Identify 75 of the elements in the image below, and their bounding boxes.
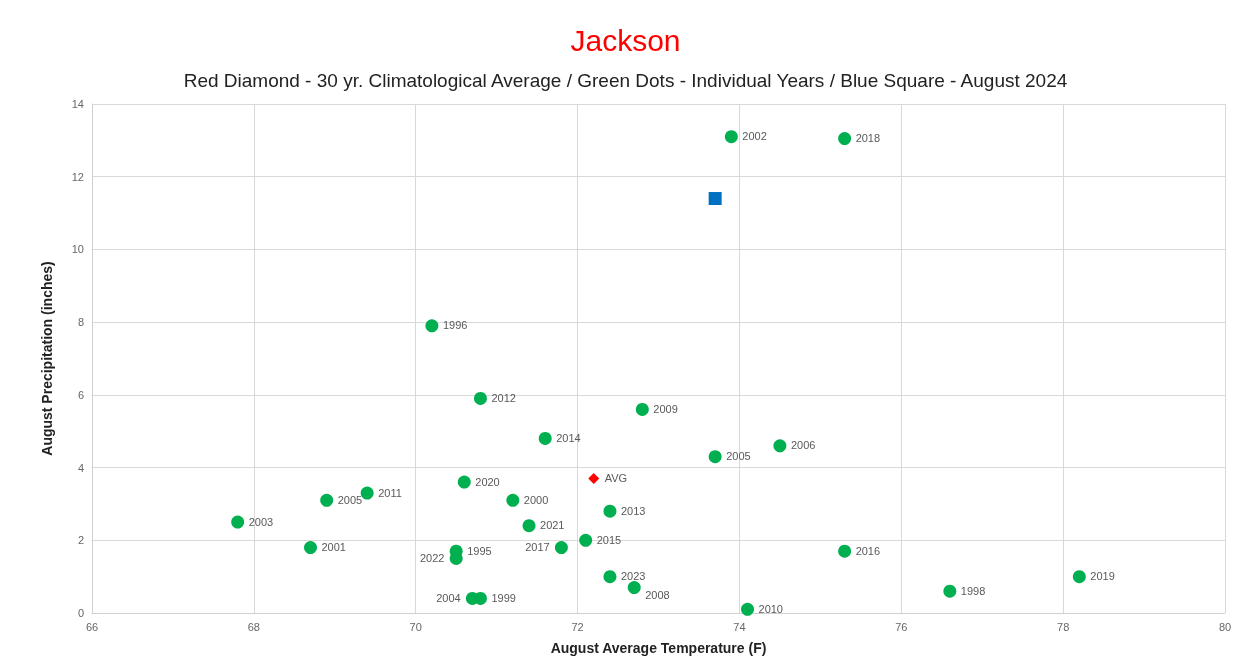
point [708, 192, 722, 206]
point [635, 402, 649, 416]
point [838, 132, 852, 146]
annotation: 2002 [742, 130, 767, 143]
point [588, 472, 600, 484]
x-tick-label: 66 [85, 620, 99, 633]
annotation: 1995 [467, 544, 492, 557]
point [627, 581, 641, 595]
x-tick-label: 78 [1057, 620, 1070, 633]
annotation: 1998 [960, 584, 986, 597]
y-tick-label: 2 [77, 534, 84, 547]
annotation: 2011 [378, 486, 402, 499]
annotation: 2022 [419, 551, 445, 564]
y-tick-label: 4 [77, 461, 84, 474]
y-tick-label: 12 [71, 170, 84, 183]
annotation: 2023 [620, 570, 646, 583]
point [603, 570, 617, 584]
x-tick-label: 68 [247, 620, 260, 633]
annotation: 2010 [758, 602, 784, 615]
point [708, 450, 722, 464]
point [425, 319, 439, 333]
point [231, 515, 245, 529]
annotation: 2005 [726, 450, 751, 463]
y-tick-label: 10 [71, 243, 84, 256]
chart-title: Jackson [570, 23, 681, 57]
point [522, 519, 536, 533]
annotation: 2006 [790, 439, 816, 452]
point [1072, 570, 1086, 584]
x-tick-label: 80 [1218, 620, 1232, 633]
point [554, 541, 568, 555]
point [838, 544, 852, 558]
point [506, 493, 520, 507]
annotation: 2000 [523, 493, 549, 506]
point [773, 439, 787, 453]
point [538, 431, 552, 445]
annotation: 2013 [620, 504, 646, 517]
annotation: 2016 [855, 544, 881, 557]
y-tick-label: 0 [77, 607, 84, 619]
x-tick-label: 76 [895, 620, 908, 633]
point [457, 475, 471, 489]
annotation: 2005 [337, 493, 363, 506]
annotation: 2012 [491, 391, 516, 404]
y-tick-label: 14 [71, 98, 84, 110]
x-tick-label: 70 [409, 620, 422, 633]
point [304, 541, 318, 555]
y-axis-title: August Precipitation (inches) [39, 261, 55, 456]
x-tick-label: 74 [733, 620, 746, 633]
annotation: 1996 [442, 319, 468, 332]
annotation: 2003 [248, 515, 274, 528]
chart-subtitle: Red Diamond - 30 yr. Climatological Average / Green Dots - Individual Years / Blue Square - August 2024 [183, 70, 1068, 91]
annotation: 2004 [436, 591, 461, 604]
x-axis-title: August Average Temperature (F) [550, 640, 767, 656]
point [603, 504, 617, 518]
point [320, 493, 334, 507]
annotation: 1999 [491, 591, 516, 604]
point [741, 602, 755, 616]
point [943, 584, 957, 598]
point [473, 392, 487, 405]
annotation: 2001 [321, 541, 346, 554]
annotation: 2014 [556, 431, 581, 444]
point [579, 533, 593, 547]
annotation: 2015 [596, 533, 622, 546]
annotation: 2018 [855, 132, 881, 145]
x-tick-label: 72 [571, 620, 584, 633]
annotation: AVG [604, 471, 628, 484]
annotation: 2009 [653, 402, 678, 415]
y-tick-label: 6 [77, 388, 84, 401]
point [724, 130, 738, 144]
point [360, 486, 374, 500]
annotation: 2021 [540, 519, 565, 532]
annotation: 2017 [525, 541, 550, 554]
y-tick-label: 8 [77, 316, 84, 329]
annotation: 2008 [645, 589, 670, 602]
annotation: 2019 [1090, 570, 1115, 583]
annotation: 2020 [475, 475, 500, 488]
